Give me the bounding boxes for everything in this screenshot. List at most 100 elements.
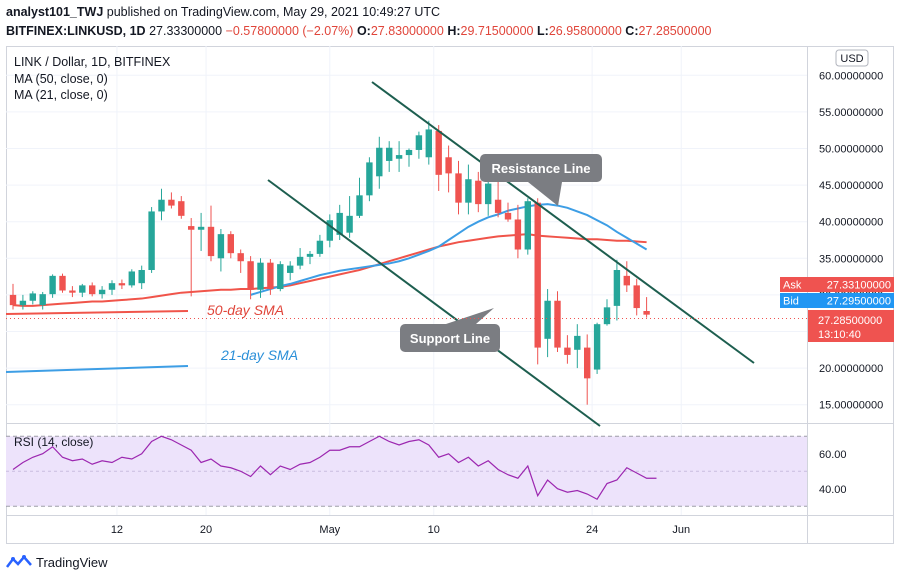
symbol-line: BITFINEX:LINKUSD, 1D 27.33300000 −0.5780… bbox=[6, 24, 712, 38]
candle bbox=[405, 148, 413, 167]
tradingview-logo[interactable]: TradingView bbox=[6, 554, 108, 570]
candle bbox=[148, 207, 155, 273]
candle-body bbox=[593, 324, 601, 370]
candle bbox=[257, 258, 264, 298]
candle-body bbox=[524, 201, 531, 250]
candle-body bbox=[227, 234, 234, 254]
chart-area[interactable]: 50-day SMA 21-day SMA Resistance Line Su… bbox=[6, 46, 894, 544]
candle-body bbox=[188, 226, 195, 230]
candle bbox=[19, 294, 27, 310]
sma21-legend-line bbox=[6, 365, 189, 373]
candle-body bbox=[247, 261, 254, 290]
candle-body bbox=[49, 275, 56, 295]
candle-body bbox=[494, 199, 502, 213]
candle-body bbox=[207, 226, 215, 257]
candle bbox=[247, 256, 254, 300]
candle bbox=[376, 136, 383, 189]
candle-body bbox=[504, 212, 512, 220]
bid-tag: Bid 27.29500000 bbox=[780, 293, 894, 308]
candle-body bbox=[623, 275, 630, 286]
candle bbox=[603, 299, 611, 326]
candle-body bbox=[445, 157, 452, 174]
high-label: H: bbox=[447, 24, 461, 38]
ma50-legend: MA (50, close, 0) bbox=[14, 72, 108, 86]
candle-body bbox=[296, 256, 304, 266]
sma50-annotation: 50-day SMA bbox=[207, 302, 284, 318]
resistance-label: Resistance Line bbox=[492, 161, 591, 176]
rsi-line bbox=[12, 435, 657, 501]
currency-badge: USD bbox=[840, 53, 863, 65]
candle bbox=[128, 269, 135, 288]
candle-body bbox=[366, 162, 373, 196]
candle bbox=[296, 248, 304, 270]
candle-body bbox=[356, 195, 363, 216]
candle-body bbox=[197, 226, 205, 230]
publish-header: analyst101_TWJ published on TradingView.… bbox=[0, 0, 900, 44]
candle bbox=[544, 289, 551, 358]
publish-info: published on TradingView.com, May 29, 20… bbox=[103, 5, 441, 19]
rsi-pane bbox=[6, 435, 807, 507]
candle bbox=[643, 297, 650, 318]
candle-body bbox=[237, 253, 244, 262]
candle bbox=[386, 141, 393, 172]
candles bbox=[9, 120, 650, 405]
time-axis[interactable]: 12 20 May 10 24 Jun bbox=[111, 524, 690, 536]
tradingview-icon bbox=[6, 555, 32, 568]
candle bbox=[69, 286, 76, 298]
candle bbox=[613, 259, 621, 321]
candle bbox=[197, 212, 205, 251]
ma21-line bbox=[250, 203, 648, 296]
chart-title: LINK / Dollar, 1D, BITFINEX bbox=[14, 55, 171, 69]
support-callout[interactable]: Support Line bbox=[400, 308, 500, 352]
price-tick-label: 15.00000000 bbox=[819, 400, 883, 412]
candle bbox=[9, 283, 17, 310]
candle-body bbox=[178, 201, 185, 216]
candle bbox=[178, 196, 185, 219]
candle bbox=[564, 335, 571, 364]
price-tick-label: 50.00000000 bbox=[819, 143, 883, 155]
price-tick-label: 55.00000000 bbox=[819, 107, 883, 119]
candle bbox=[207, 205, 215, 262]
price-change: −0.57800000 (−2.07%) bbox=[225, 24, 354, 38]
rsi-tick-label: 60.00 bbox=[819, 449, 847, 461]
candle bbox=[593, 322, 601, 374]
resistance-trendline[interactable] bbox=[371, 81, 755, 364]
candle-body bbox=[554, 300, 561, 348]
candle-body bbox=[158, 199, 165, 212]
rsi-tick-label: 40.00 bbox=[819, 484, 847, 496]
candle bbox=[277, 261, 284, 292]
candle bbox=[504, 202, 512, 222]
time-tick-label: 12 bbox=[111, 524, 123, 536]
candle bbox=[415, 131, 423, 159]
candle bbox=[188, 218, 195, 297]
support-trendline[interactable] bbox=[267, 179, 601, 427]
candle bbox=[395, 141, 403, 172]
open-value: 27.83000000 bbox=[370, 24, 444, 38]
candle-body bbox=[643, 310, 650, 315]
ma21-legend: MA (21, close, 0) bbox=[14, 88, 108, 102]
candle-body bbox=[485, 183, 492, 205]
author-name[interactable]: analyst101_TWJ bbox=[6, 5, 104, 19]
candle bbox=[356, 177, 363, 219]
candle-body bbox=[475, 180, 482, 205]
candle bbox=[227, 231, 234, 259]
currency-badge-box[interactable] bbox=[835, 49, 869, 67]
ask-label: Ask bbox=[783, 280, 802, 292]
candle-body bbox=[257, 262, 264, 290]
candle bbox=[98, 286, 106, 299]
candle bbox=[316, 234, 324, 257]
candle-body bbox=[465, 179, 472, 203]
candle-body bbox=[376, 147, 383, 177]
candle-body bbox=[98, 289, 106, 295]
candle-body bbox=[19, 300, 27, 306]
candle bbox=[326, 214, 333, 248]
candle bbox=[217, 229, 225, 272]
ask-tag: Ask 27.33100000 bbox=[780, 277, 894, 292]
resistance-callout[interactable]: Resistance Line bbox=[480, 154, 602, 206]
bid-label: Bid bbox=[783, 296, 799, 308]
candle-body bbox=[514, 219, 522, 250]
sma21-annotation: 21-day SMA bbox=[220, 347, 298, 363]
candle-body bbox=[544, 300, 551, 339]
candle-body bbox=[613, 270, 621, 306]
moving-averages bbox=[12, 203, 648, 307]
